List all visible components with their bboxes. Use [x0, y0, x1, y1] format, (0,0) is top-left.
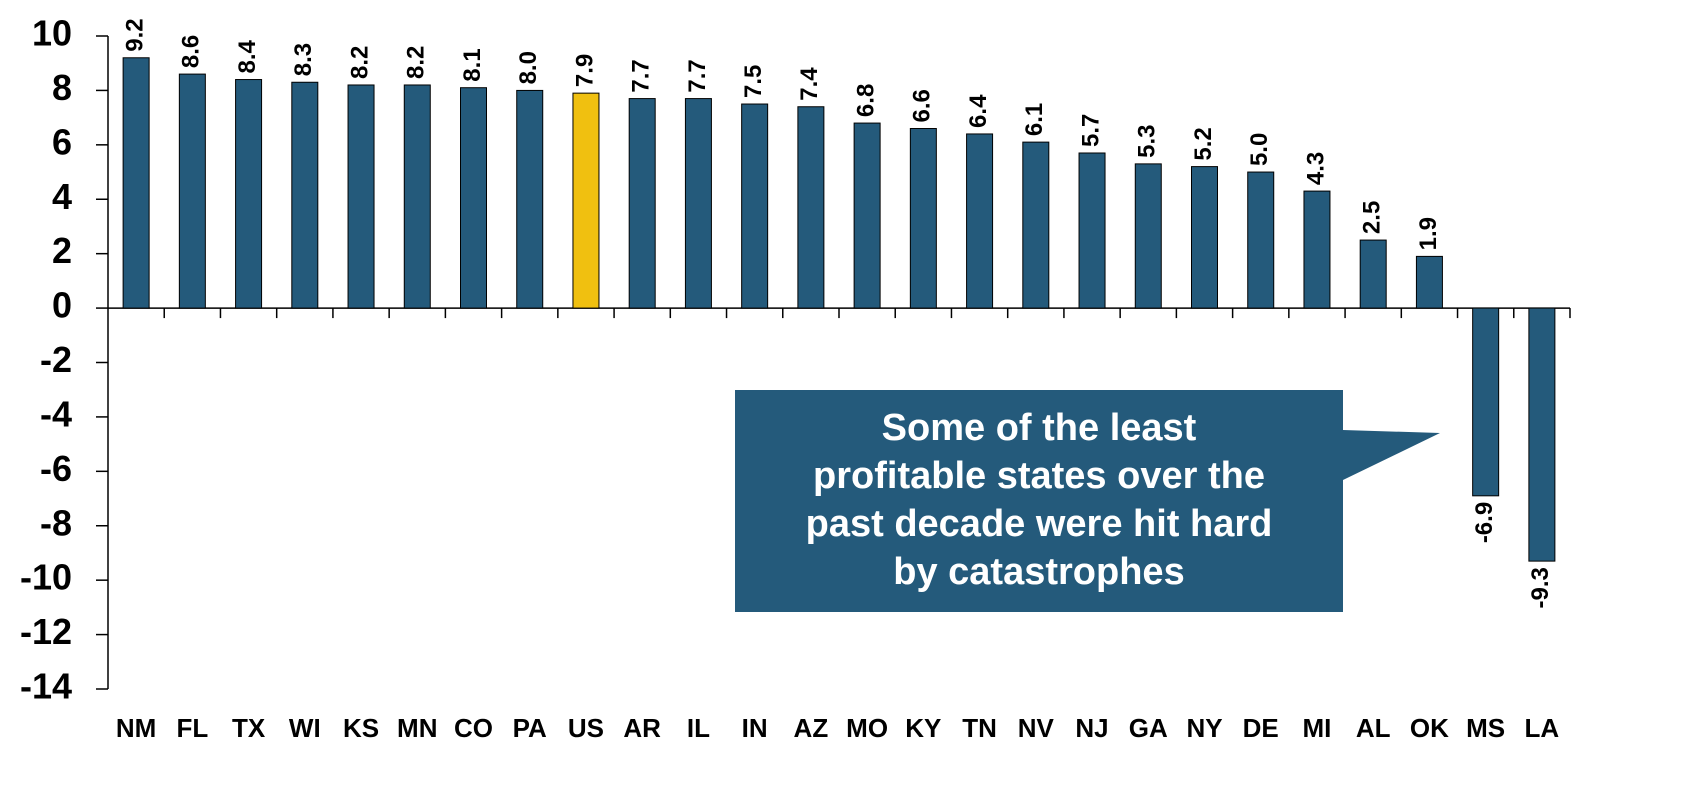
y-tick-label: 2 [52, 230, 72, 271]
value-label: 8.3 [290, 43, 317, 76]
x-tick-label: US [568, 713, 604, 743]
x-tick-label: DE [1243, 713, 1279, 743]
x-tick-label: NJ [1075, 713, 1108, 743]
x-tick-label: PA [513, 713, 547, 743]
value-label: 7.7 [628, 59, 655, 92]
y-tick-label: 6 [52, 121, 72, 162]
value-label: 8.4 [234, 40, 261, 74]
value-label: -6.9 [1471, 502, 1498, 543]
y-tick-label: -6 [40, 448, 72, 489]
x-tick-label: KS [343, 713, 379, 743]
annotation: past decade were hit hard [806, 503, 1273, 545]
bar [1415, 255, 1443, 309]
value-label: 9.2 [121, 18, 148, 51]
x-tick-label: MN [397, 713, 437, 743]
bar [909, 128, 937, 309]
value-label: 8.2 [403, 46, 430, 79]
value-label: 5.3 [1134, 125, 1161, 158]
bar [1078, 152, 1106, 309]
y-tick-label: 8 [52, 67, 72, 108]
value-label: 8.6 [178, 35, 205, 68]
y-tick-label: -14 [20, 666, 72, 707]
value-label: 6.6 [909, 89, 936, 122]
value-label: 7.7 [684, 59, 711, 92]
value-label: 8.0 [515, 51, 542, 84]
x-tick-label: AR [623, 713, 661, 743]
x-tick-label: TN [962, 713, 997, 743]
value-label: 5.0 [1246, 133, 1273, 166]
x-tick-label: LA [1525, 713, 1560, 743]
x-tick-label: NY [1186, 713, 1222, 743]
bar [291, 81, 319, 309]
x-tick-label: AL [1356, 713, 1391, 743]
x-tick-label: IN [742, 713, 768, 743]
value-label: 5.2 [1190, 127, 1217, 160]
bar [122, 57, 150, 309]
bar [403, 84, 431, 309]
value-label: -9.3 [1527, 567, 1554, 608]
x-tick-label: TX [232, 713, 266, 743]
x-tick-label: WI [289, 713, 321, 743]
bar [460, 87, 487, 309]
x-tick-label: MI [1303, 713, 1332, 743]
x-tick-label: MO [846, 713, 888, 743]
x-tick-label: NV [1018, 713, 1055, 743]
y-tick-label: -12 [20, 611, 72, 652]
value-label: 4.3 [1302, 152, 1329, 185]
y-tick-label: 4 [52, 176, 72, 217]
value-label: 6.1 [1021, 103, 1048, 136]
bar [572, 92, 600, 309]
annotation: Some of the least [882, 407, 1197, 449]
bar [1472, 307, 1500, 497]
y-tick-label: -8 [40, 502, 72, 543]
bar [1022, 141, 1050, 309]
value-label: 8.2 [346, 46, 373, 79]
bar [797, 106, 825, 309]
bar [684, 98, 712, 309]
x-tick-label: KY [905, 713, 941, 743]
bar [1247, 171, 1275, 309]
value-label: 7.4 [796, 67, 823, 101]
x-tick-label: AZ [794, 713, 829, 743]
bar [1359, 239, 1387, 309]
value-label: 6.4 [965, 94, 992, 128]
annotation: profitable states over the [813, 455, 1265, 497]
x-tick-label: GA [1129, 713, 1168, 743]
y-tick-label: 10 [32, 13, 72, 54]
bar [1134, 163, 1162, 309]
x-tick-label: CO [454, 713, 493, 743]
y-tick-label: -10 [20, 557, 72, 598]
bar [347, 84, 375, 309]
x-tick-label: OK [1410, 713, 1449, 743]
y-tick-label: -2 [40, 339, 72, 380]
annotation-box [735, 390, 1440, 612]
bar [178, 73, 206, 309]
value-label: 2.5 [1359, 201, 1386, 234]
bar [966, 133, 994, 309]
x-tick-label: NM [116, 713, 156, 743]
annotation: by catastrophes [893, 551, 1184, 593]
x-tick-label: FL [176, 713, 208, 743]
bar [741, 103, 769, 309]
value-label: 8.1 [459, 48, 486, 81]
bar [516, 89, 544, 309]
y-tick-label: 0 [52, 285, 72, 326]
value-label: 7.5 [740, 65, 767, 98]
x-tick-label: MS [1466, 713, 1505, 743]
bar [1303, 190, 1331, 309]
bar [1528, 307, 1556, 562]
value-label: 7.9 [571, 54, 598, 87]
bar [853, 122, 881, 309]
bar [1191, 166, 1218, 309]
value-label: 1.9 [1415, 217, 1442, 250]
bar [628, 98, 656, 309]
x-tick-label: IL [687, 713, 710, 743]
y-tick-label: -4 [40, 393, 72, 434]
value-label: 6.8 [852, 84, 879, 117]
value-label: 5.7 [1077, 114, 1104, 147]
bar [235, 79, 263, 309]
